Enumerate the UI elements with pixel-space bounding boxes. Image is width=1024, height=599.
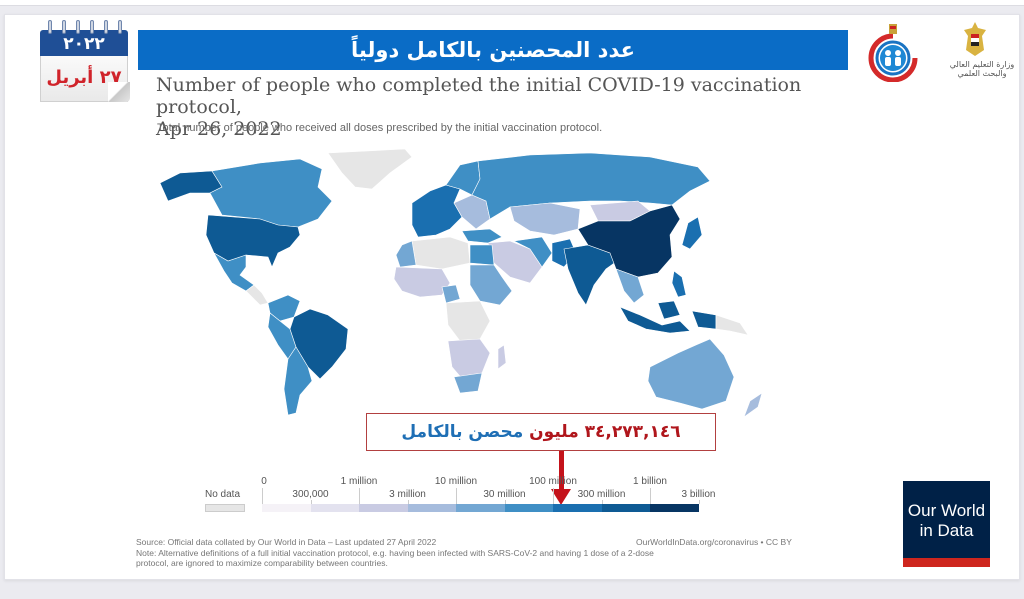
region-middle-east[interactable] — [487, 240, 543, 284]
callout-label: محصن بالكامل — [401, 422, 524, 442]
region-iran[interactable] — [513, 236, 553, 268]
region-borneo[interactable] — [657, 300, 681, 320]
legend-tick-label: 3 million — [389, 489, 426, 500]
region-new-zealand[interactable] — [743, 392, 763, 418]
region-morocco[interactable] — [395, 240, 417, 268]
legend-tick-line — [698, 500, 700, 504]
legend-tick-line — [262, 488, 263, 504]
chart-title-line2: Apr 26, 2022 — [156, 118, 282, 140]
region-madagascar[interactable] — [497, 344, 507, 370]
our-world-in-data-logo: Our World in Data — [903, 481, 990, 567]
legend-tick-line — [553, 488, 554, 504]
slide — [4, 14, 1020, 580]
region-greenland[interactable] — [327, 148, 413, 190]
legend-tick-label: 300 million — [577, 489, 626, 500]
region-kazakhstan[interactable] — [509, 202, 581, 236]
region-turkey[interactable] — [461, 228, 503, 244]
header-banner: عدد المحصنين بالكامل دولياً — [138, 30, 848, 70]
legend-tick-label: 0 — [261, 476, 267, 487]
legend-tick-line — [601, 500, 603, 504]
legend-tick-label: 100 million — [529, 476, 577, 487]
legend-tick-label: 1 million — [340, 476, 378, 487]
legend-tick-label: 10 million — [434, 476, 478, 487]
region-china[interactable] — [577, 204, 681, 278]
ministry-of-health-logo — [866, 22, 920, 83]
legend-tick-line — [407, 500, 409, 504]
region-southeast-asia[interactable] — [615, 268, 645, 304]
legend-tick-line — [456, 488, 457, 504]
legend-swatch-7[interactable] — [601, 504, 650, 512]
calendar-page-curl — [108, 82, 130, 102]
legend-tick-label: 1 billion — [633, 476, 667, 487]
legend-swatch-4[interactable] — [456, 504, 505, 512]
world-map — [150, 145, 780, 435]
chart-title-line1: Number of people who completed the initi… — [156, 74, 802, 118]
owid-logo-line1: Our World — [907, 501, 986, 520]
legend-tick-label: 3 billion — [681, 489, 716, 500]
region-west-africa[interactable] — [393, 266, 451, 298]
owid-logo-red-bar — [903, 558, 990, 567]
egypt-eagle-logo: وزارة التعليم العالي والبحث العلمي — [944, 18, 1020, 84]
calendar-rings — [48, 20, 122, 36]
region-western-europe[interactable] — [411, 184, 463, 238]
legend-swatch-6[interactable] — [553, 504, 602, 512]
region-mexico[interactable] — [213, 252, 255, 292]
legend-no-data-label: No data — [205, 489, 241, 500]
callout-unit: مليون — [529, 422, 579, 442]
note-line2: protocol, are ignored to maximize compar… — [136, 558, 388, 568]
legend-tick-line — [650, 488, 651, 504]
legend-tick-label: 30 million — [483, 489, 526, 500]
region-south-africa[interactable] — [453, 372, 483, 394]
legend-color-bar — [262, 504, 699, 512]
calendar-icon: ٢٠٢٢ ٢٧ أبريل — [40, 20, 132, 108]
legend-no-data-swatch[interactable] — [205, 504, 245, 512]
region-philippines[interactable] — [671, 270, 687, 298]
region-japan[interactable] — [681, 216, 703, 250]
region-papua[interactable] — [691, 310, 717, 330]
legend-swatch-0[interactable] — [262, 504, 311, 512]
vaccinated-count-callout: ٣٤,٢٧٣,١٤٦ مليون محصن بالكامل — [366, 413, 716, 451]
region-argentina[interactable] — [283, 346, 313, 416]
region-north-africa[interactable] — [411, 236, 471, 270]
region-brazil[interactable] — [289, 308, 349, 380]
arrow-down-icon — [551, 489, 571, 505]
source-note: Source: Official data collated by Our Wo… — [136, 537, 836, 569]
region-indonesia[interactable] — [619, 306, 691, 334]
legend-swatch-8[interactable] — [650, 504, 699, 512]
region-canada[interactable] — [209, 158, 333, 228]
legend-swatch-1[interactable] — [310, 504, 359, 512]
source-text: Source: Official data collated by Our Wo… — [136, 537, 437, 547]
world-map-svg — [159, 148, 763, 418]
top-strip — [0, 0, 1024, 6]
region-central-africa[interactable] — [445, 300, 491, 342]
region-nigeria[interactable] — [441, 284, 461, 304]
chart-title: Number of people who completed the initi… — [156, 74, 856, 140]
owid-logo-text: Our World in Data — [903, 501, 990, 541]
legend-tick-line — [359, 488, 360, 504]
legend-tick-line — [504, 500, 506, 504]
legend-swatch-3[interactable] — [407, 504, 456, 512]
map-legend: No data 0 300,000 1 million 3 million 10 mil… — [190, 470, 790, 520]
callout-number: ٣٤,٢٧٣,١٤٦ — [584, 422, 681, 442]
legend-tick-label: 300,000 — [292, 489, 329, 500]
callout-arrow-shaft — [559, 451, 564, 491]
calendar-year: ٢٠٢٢ — [40, 30, 128, 56]
legend-tick-line — [310, 500, 312, 504]
note-line1: Note: Alternative definitions of a full … — [136, 547, 654, 558]
region-png[interactable] — [715, 314, 749, 336]
owid-url-link[interactable]: OurWorldInData.org/coronavirus • CC BY — [636, 537, 792, 547]
region-egypt[interactable] — [469, 244, 495, 266]
owid-logo-line2: in Data — [919, 521, 974, 540]
legend-swatch-5[interactable] — [504, 504, 553, 512]
region-australia[interactable] — [647, 338, 735, 410]
region-east-africa[interactable] — [469, 264, 513, 306]
ministry-text: وزارة التعليم العالي والبحث العلمي — [949, 60, 1015, 78]
legend-swatch-2[interactable] — [359, 504, 408, 512]
chart-subtitle: Total number of people who received all … — [157, 122, 603, 134]
